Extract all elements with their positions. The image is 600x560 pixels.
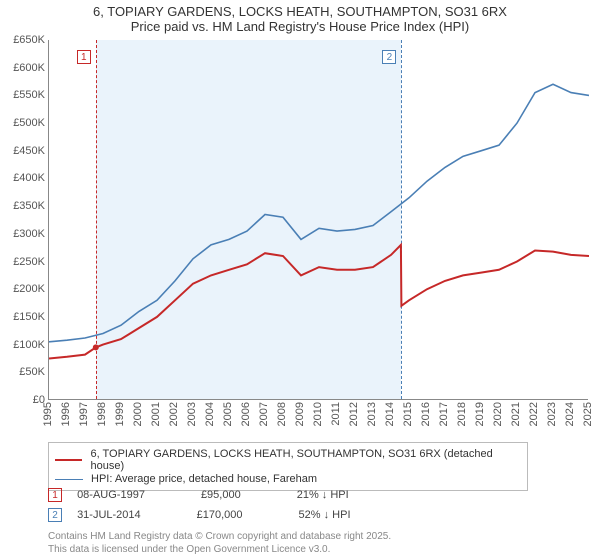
x-tick-label: 2022 [528, 402, 540, 426]
x-tick-label: 2009 [294, 402, 306, 426]
title-line-1: 6, TOPIARY GARDENS, LOCKS HEATH, SOUTHAM… [0, 4, 600, 19]
plot-sale-marker: 2 [382, 50, 396, 64]
x-tick-label: 2003 [186, 402, 198, 426]
y-tick-label: £550K [3, 89, 45, 101]
y-tick-label: £650K [3, 34, 45, 46]
y-tick-label: £50K [3, 366, 45, 378]
y-tick-label: £0 [3, 394, 45, 406]
x-tick-label: 2017 [438, 402, 450, 426]
x-tick-label: 1998 [96, 402, 108, 426]
x-tick-label: 2001 [150, 402, 162, 426]
x-tick-label: 2005 [222, 402, 234, 426]
legend-label-hpi: HPI: Average price, detached house, Fare… [91, 473, 317, 485]
y-tick-label: £250K [3, 256, 45, 268]
plot-sale-marker: 1 [77, 50, 91, 64]
sale-row-2: 2 31-JUL-2014 £170,000 52% ↓ HPI [48, 508, 351, 522]
x-tick-label: 2018 [456, 402, 468, 426]
sale-marker-2: 2 [48, 508, 62, 522]
x-tick-label: 1999 [114, 402, 126, 426]
y-tick-label: £400K [3, 172, 45, 184]
x-tick-label: 2007 [258, 402, 270, 426]
y-tick-label: £500K [3, 117, 45, 129]
x-tick-label: 2013 [366, 402, 378, 426]
x-tick-label: 2015 [402, 402, 414, 426]
sale-delta-2: 52% ↓ HPI [299, 509, 351, 521]
y-tick-label: £450K [3, 145, 45, 157]
y-tick-label: £150K [3, 311, 45, 323]
title-block: 6, TOPIARY GARDENS, LOCKS HEATH, SOUTHAM… [0, 0, 600, 34]
x-tick-label: 2006 [240, 402, 252, 426]
legend-swatch-price-paid [55, 459, 82, 461]
y-tick-label: £200K [3, 283, 45, 295]
y-tick-label: £300K [3, 228, 45, 240]
title-line-2: Price paid vs. HM Land Registry's House … [0, 19, 600, 34]
x-tick-label: 2014 [384, 402, 396, 426]
sale-price-1: £95,000 [201, 489, 241, 501]
footer-line-1: Contains HM Land Registry data © Crown c… [48, 531, 391, 544]
x-tick-label: 2019 [474, 402, 486, 426]
x-tick-label: 2004 [204, 402, 216, 426]
legend: 6, TOPIARY GARDENS, LOCKS HEATH, SOUTHAM… [48, 442, 528, 491]
sale-row-1: 1 08-AUG-1997 £95,000 21% ↓ HPI [48, 488, 349, 502]
legend-label-price-paid: 6, TOPIARY GARDENS, LOCKS HEATH, SOUTHAM… [90, 448, 521, 472]
x-tick-label: 2012 [348, 402, 360, 426]
x-tick-label: 2021 [510, 402, 522, 426]
footer: Contains HM Land Registry data © Crown c… [48, 531, 391, 556]
x-tick-label: 2023 [546, 402, 558, 426]
x-tick-label: 2020 [492, 402, 504, 426]
x-tick-label: 2024 [564, 402, 576, 426]
x-tick-label: 2016 [420, 402, 432, 426]
footer-line-2: This data is licensed under the Open Gov… [48, 544, 391, 557]
plot-area [48, 40, 588, 400]
x-tick-label: 1996 [60, 402, 72, 426]
sale-delta-1: 21% ↓ HPI [297, 489, 349, 501]
x-tick-label: 2025 [582, 402, 594, 426]
legend-row-hpi: HPI: Average price, detached house, Fare… [55, 473, 521, 485]
chart-container: 6, TOPIARY GARDENS, LOCKS HEATH, SOUTHAM… [0, 0, 600, 560]
y-tick-label: £350K [3, 200, 45, 212]
legend-swatch-hpi [55, 479, 83, 480]
y-tick-label: £100K [3, 339, 45, 351]
x-tick-label: 1995 [42, 402, 54, 426]
x-tick-label: 2008 [276, 402, 288, 426]
sale-date-2: 31-JUL-2014 [77, 509, 141, 521]
x-tick-label: 1997 [78, 402, 90, 426]
x-tick-label: 2002 [168, 402, 180, 426]
y-tick-label: £600K [3, 62, 45, 74]
legend-row-price-paid: 6, TOPIARY GARDENS, LOCKS HEATH, SOUTHAM… [55, 448, 521, 472]
sale-marker-1: 1 [48, 488, 62, 502]
sale-price-2: £170,000 [197, 509, 243, 521]
x-tick-label: 2000 [132, 402, 144, 426]
x-tick-label: 2010 [312, 402, 324, 426]
x-tick-label: 2011 [330, 402, 342, 426]
sale-date-1: 08-AUG-1997 [77, 489, 145, 501]
